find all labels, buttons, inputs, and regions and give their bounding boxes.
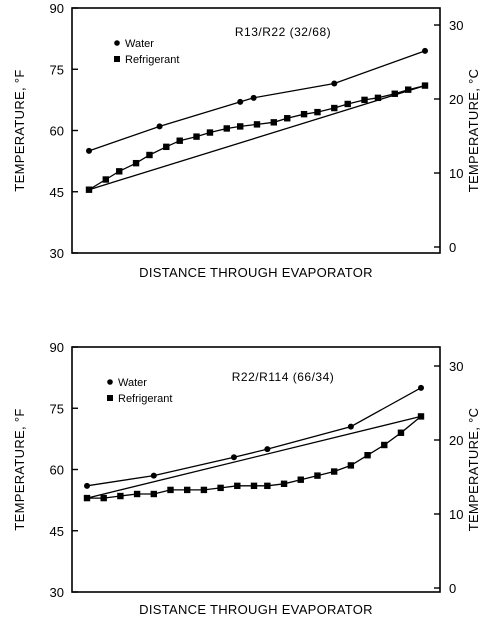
data-point-water [150, 472, 157, 479]
y-axis-right-title: TEMPERATURE, °C [466, 408, 481, 532]
data-point-refrigerant [270, 119, 277, 126]
data-point-refrigerant [117, 492, 124, 500]
legend-marker-circle [114, 40, 120, 46]
data-point-refrigerant [314, 472, 321, 479]
legend: Water Refrigerant [107, 377, 172, 405]
data-point-refrigerant [314, 108, 321, 116]
data-point-refrigerant [193, 133, 200, 140]
series-line-reference [88, 84, 426, 191]
legend-marker-square [114, 56, 120, 62]
data-point-refrigerant [150, 490, 157, 498]
left-tick-label: 30 [50, 585, 64, 600]
data-point-refrigerant [331, 104, 338, 112]
data-point-water [230, 454, 237, 461]
x-axis-title: DISTANCE THROUGH EVAPORATOR [139, 265, 373, 280]
data-point-refrigerant [330, 468, 338, 475]
data-point-refrigerant [116, 168, 123, 175]
y-axis-right-title: TEMPERATURE, °C [466, 69, 481, 193]
data-point-water [331, 80, 338, 87]
data-point-refrigerant [397, 429, 405, 436]
data-point-refrigerant [146, 151, 153, 159]
data-point-refrigerant [347, 462, 355, 469]
legend-label: Refrigerant [125, 54, 179, 66]
left-tick-label: 60 [50, 124, 64, 139]
y-axis-title: TEMPERATURE, °F [12, 69, 27, 191]
series-line-reference [86, 415, 422, 499]
data-point-refrigerant [200, 486, 208, 494]
data-point-refrigerant [364, 452, 371, 459]
left-tick-label: 75 [50, 62, 64, 77]
series-line-water [86, 387, 422, 487]
data-point-water [84, 482, 90, 489]
left-tick-label: 45 [50, 524, 64, 539]
data-point-refrigerant [176, 137, 183, 144]
data-point-refrigerant [167, 486, 174, 494]
left-tick-label: 30 [50, 246, 64, 261]
data-point-refrigerant [85, 186, 93, 193]
right-tick-label: 0 [449, 581, 456, 596]
left-tick-label: 90 [50, 340, 64, 355]
data-point-refrigerant [133, 490, 141, 498]
legend-label: Water [118, 377, 147, 389]
data-point-refrigerant [237, 123, 244, 130]
data-point-refrigerant [100, 494, 107, 502]
data-point-refrigerant [234, 482, 241, 490]
y-axis-title: TEMPERATURE, °F [12, 408, 27, 530]
left-tick-label: 75 [50, 401, 64, 416]
data-point-water [237, 98, 244, 105]
data-point-refrigerant [102, 176, 109, 183]
data-point-refrigerant [163, 143, 170, 151]
left-tick-label: 90 [50, 1, 64, 16]
chart-title: R22/R114 (66/34) [232, 370, 335, 384]
data-point-refrigerant [405, 86, 412, 93]
chart-panel-2: 90 75 60 45 30 30 20 10 0 TEMPERATURE, °F TEMPERAT… [12, 340, 481, 617]
right-tick-label: 20 [449, 92, 463, 107]
data-point-refrigerant [391, 90, 398, 97]
right-tick-label: 20 [449, 433, 463, 448]
data-point-refrigerant [250, 482, 258, 490]
data-point-water [86, 147, 92, 154]
right-tick-label: 30 [449, 359, 463, 374]
right-tick-label: 30 [449, 18, 463, 33]
data-point-water [418, 384, 424, 391]
data-point-refrigerant [381, 441, 388, 449]
data-point-refrigerant [284, 115, 291, 122]
data-point-water [347, 423, 354, 430]
series-line-water [88, 50, 426, 152]
chart-title: R13/R22 (32/68) [235, 25, 331, 39]
data-point-refrigerant [184, 486, 191, 494]
data-point-refrigerant [280, 480, 288, 487]
data-point-refrigerant [132, 159, 140, 167]
data-point-refrigerant [361, 96, 368, 104]
data-point-refrigerant [421, 82, 429, 89]
data-point-water [250, 94, 257, 101]
data-point-water [422, 47, 428, 54]
legend-marker-circle [107, 379, 113, 385]
data-point-refrigerant [344, 100, 351, 108]
legend-label: Refrigerant [118, 393, 172, 405]
data-point-refrigerant [374, 94, 382, 102]
left-tick-label: 45 [50, 185, 64, 200]
left-tick-label: 60 [50, 463, 64, 478]
data-point-water [156, 123, 163, 130]
data-point-refrigerant [300, 110, 308, 118]
right-tick-label: 0 [449, 240, 456, 255]
data-point-water [264, 446, 271, 453]
data-point-refrigerant [297, 476, 304, 483]
chart-panel-1: 90 75 60 45 30 30 20 10 0 TEMPERATURE, °F TEMPERAT… [12, 1, 481, 280]
right-tick-label: 10 [449, 166, 463, 181]
data-point-refrigerant [206, 129, 214, 136]
data-point-refrigerant [253, 121, 261, 128]
data-point-refrigerant [264, 482, 271, 490]
legend-label: Water [125, 38, 154, 50]
data-point-refrigerant [223, 125, 230, 132]
right-tick-label: 10 [449, 507, 463, 522]
data-point-refrigerant [217, 484, 224, 492]
legend-marker-square [107, 395, 113, 401]
legend: Water Refrigerant [114, 38, 179, 66]
x-axis-title: DISTANCE THROUGH EVAPORATOR [139, 602, 373, 617]
